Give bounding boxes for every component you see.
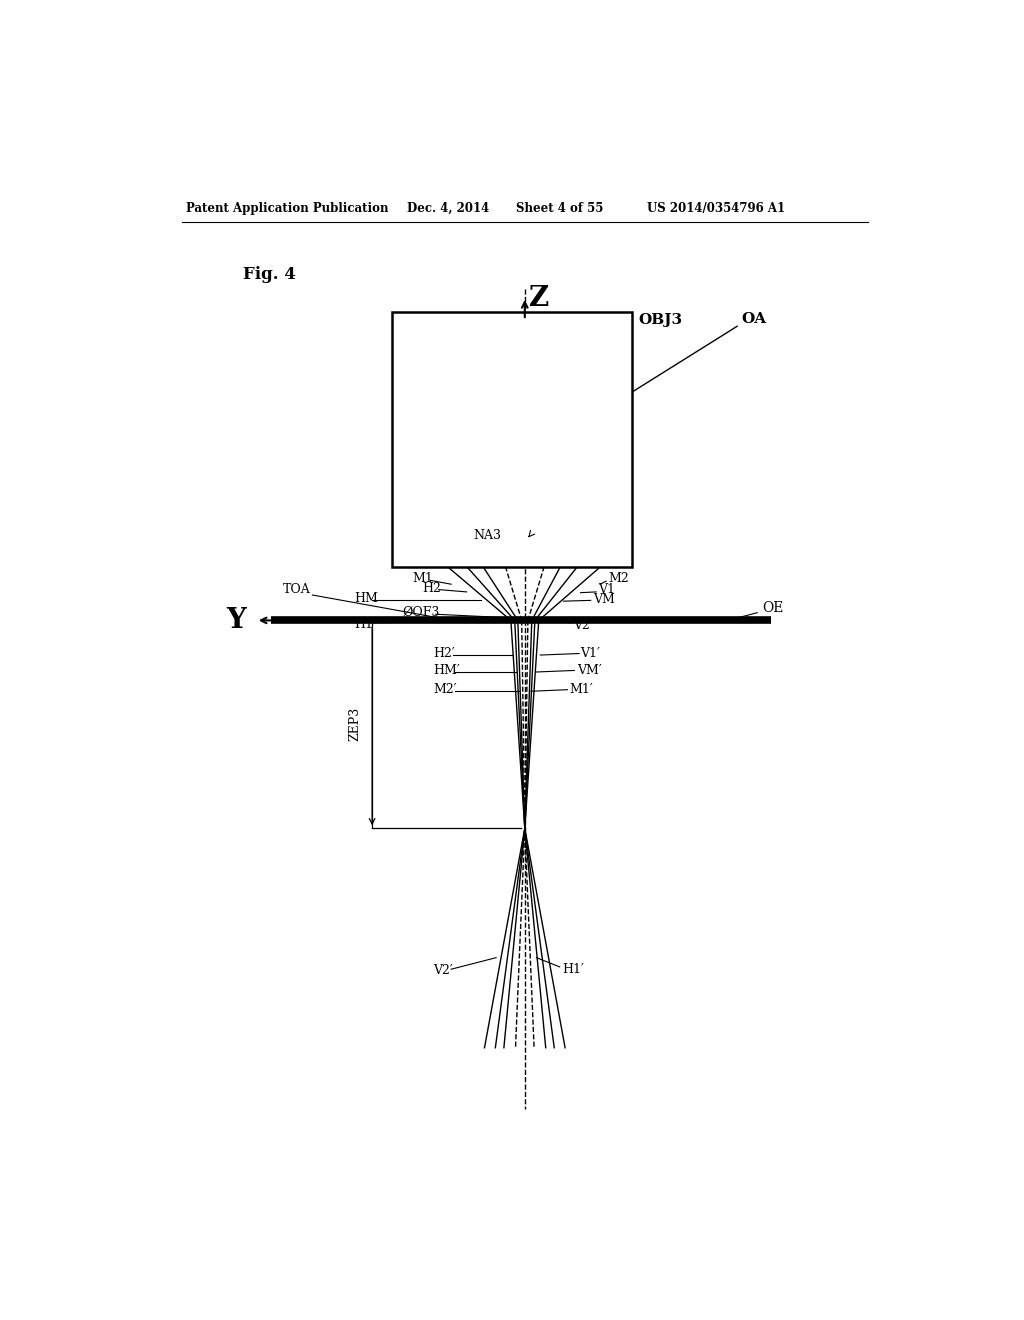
Text: V1′: V1′ <box>581 647 600 660</box>
Text: ØOF3: ØOF3 <box>402 606 439 619</box>
Text: V1: V1 <box>598 583 615 597</box>
Text: OA: OA <box>741 312 767 326</box>
Text: H1: H1 <box>354 618 374 631</box>
Text: ZEP3: ZEP3 <box>348 708 361 742</box>
Text: M1: M1 <box>413 572 433 585</box>
Bar <box>391 313 632 566</box>
Text: VM′: VM′ <box>577 664 601 677</box>
Text: NA3: NA3 <box>473 529 501 543</box>
Text: Dec. 4, 2014: Dec. 4, 2014 <box>407 202 489 215</box>
Text: H2′: H2′ <box>433 647 455 660</box>
Text: V2′: V2′ <box>433 964 453 977</box>
Text: HM: HM <box>354 593 378 606</box>
Text: H1′: H1′ <box>562 962 584 975</box>
Text: OE: OE <box>762 601 783 615</box>
Text: Fig. 4: Fig. 4 <box>243 267 296 284</box>
Text: HM′: HM′ <box>433 664 460 677</box>
Text: V2: V2 <box>572 619 590 631</box>
Text: M2′: M2′ <box>433 684 457 696</box>
Text: H2: H2 <box>423 582 441 594</box>
Text: M1′: M1′ <box>569 684 594 696</box>
Text: OBJ3: OBJ3 <box>638 313 682 327</box>
Text: M2: M2 <box>608 572 630 585</box>
Text: Sheet 4 of 55: Sheet 4 of 55 <box>515 202 603 215</box>
Text: Y: Y <box>226 607 246 634</box>
Text: US 2014/0354796 A1: US 2014/0354796 A1 <box>647 202 785 215</box>
Text: Z: Z <box>529 285 550 312</box>
Text: Patent Application Publication: Patent Application Publication <box>186 202 389 215</box>
Text: TOA: TOA <box>283 583 310 597</box>
Text: VM: VM <box>593 593 614 606</box>
